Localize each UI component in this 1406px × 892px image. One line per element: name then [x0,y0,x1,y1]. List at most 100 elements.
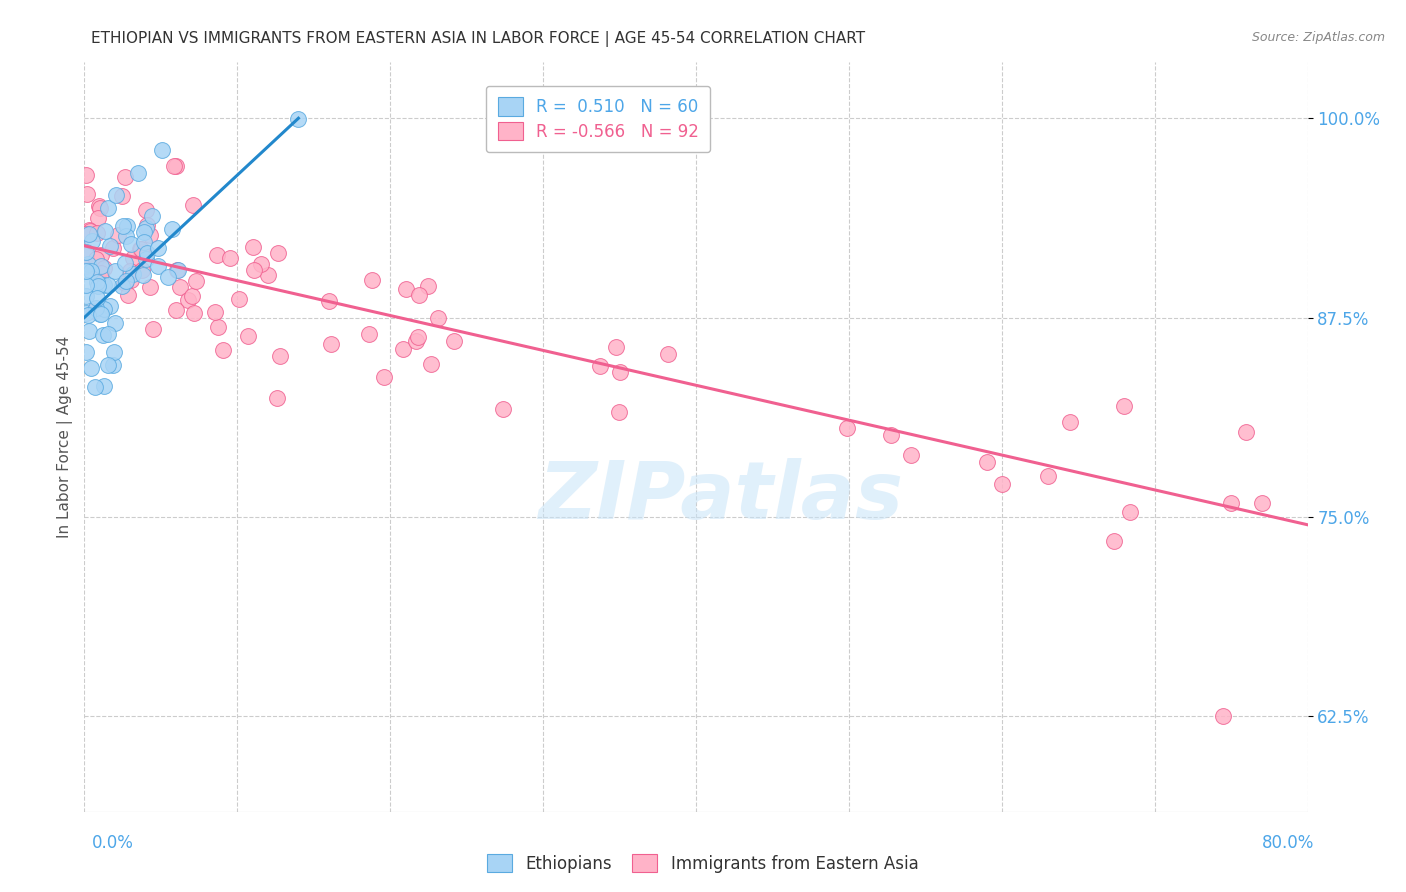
Point [250,257,273,271]
Text: ZIPatlas: ZIPatlas [538,458,903,536]
Point [419,357,441,371]
Point [104,187,127,202]
Point [75,344,97,359]
Point [77,324,100,338]
Point [122,267,145,281]
Point [589,359,612,374]
Point [361,273,384,287]
Point [114,229,136,244]
Point [77,257,100,271]
Point [93,260,115,275]
Point [184,275,207,289]
Point [136,246,159,260]
Point [90,308,112,322]
Point [75,227,97,241]
Point [443,334,465,348]
Point [242,240,264,254]
Point [75,168,97,182]
Point [157,269,180,284]
Point [96,326,118,341]
Point [357,326,380,341]
Point [120,273,142,287]
Point [135,203,157,218]
Point [228,292,250,306]
Point [416,279,439,293]
Point [1102,533,1125,548]
Point [166,262,188,277]
Point [1119,505,1142,519]
Point [93,302,115,317]
Point [405,334,427,348]
Point [84,379,107,393]
Point [80,234,103,248]
Point [165,302,187,317]
Point [211,343,233,358]
Point [117,288,139,302]
Point [80,264,103,278]
Point [142,321,165,335]
Point [605,340,627,354]
Point [900,448,922,462]
Point [132,268,155,283]
Point [492,402,515,417]
Point [1250,496,1272,510]
Point [837,421,859,435]
Point [86,226,108,240]
Point [132,235,155,250]
Point [89,201,111,215]
Point [93,379,115,393]
Point [83,304,105,318]
Point [269,349,291,363]
Legend: R =  0.510   N = 60, R = -0.566   N = 92: R = 0.510 N = 60, R = -0.566 N = 92 [486,86,710,153]
Point [991,476,1014,491]
Point [408,329,430,343]
Point [77,227,100,241]
Point [104,263,127,277]
Point [98,299,121,313]
Point [97,277,120,292]
Point [90,248,112,262]
Point [165,159,187,173]
Point [80,361,103,376]
Point [103,345,125,359]
Point [1059,416,1081,430]
Point [207,320,229,334]
Text: ETHIOPIAN VS IMMIGRANTS FROM EASTERN ASIA IN LABOR FORCE | AGE 45-54 CORRELATION: ETHIOPIAN VS IMMIGRANTS FROM EASTERN ASI… [91,31,866,47]
Point [427,311,450,326]
Point [132,225,155,239]
Point [90,266,112,280]
Point [150,143,173,157]
Point [183,306,205,320]
Point [267,245,290,260]
Point [84,252,107,267]
Point [392,342,415,356]
Point [111,219,134,234]
Point [976,455,998,469]
Point [181,289,204,303]
Point [114,276,136,290]
Point [75,305,97,319]
Point [135,252,157,266]
Point [169,280,191,294]
Point [114,169,136,184]
Point [135,221,157,235]
Point [160,222,183,236]
Point [139,280,162,294]
Point [87,211,110,225]
Legend: Ethiopians, Immigrants from Eastern Asia: Ethiopians, Immigrants from Eastern Asia [481,847,925,880]
Point [163,159,186,173]
Point [75,264,97,278]
Point [89,306,111,320]
Point [131,262,153,277]
Point [181,197,204,211]
Point [87,278,110,293]
Point [204,304,226,318]
Point [75,260,97,274]
Point [75,277,97,292]
Point [148,260,170,274]
Point [87,199,110,213]
Point [79,223,101,237]
Point [127,166,149,180]
Point [287,112,309,127]
Point [257,268,280,282]
